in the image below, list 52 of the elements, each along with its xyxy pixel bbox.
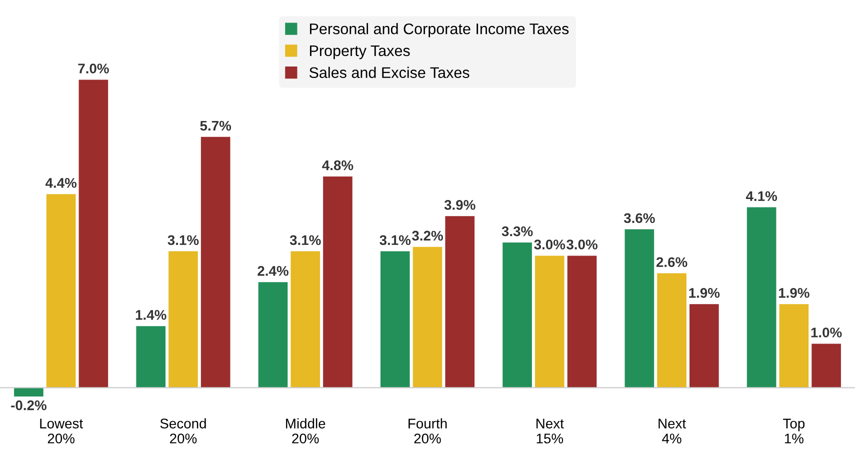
data-label: 5.7%: [200, 120, 232, 131]
data-label: 3.1%: [290, 235, 321, 246]
x-tick-label: Next 15%: [536, 418, 564, 444]
data-label: 3.2%: [412, 230, 443, 241]
data-label: 2.4%: [258, 266, 288, 276]
data-label: 3.1%: [168, 235, 199, 246]
legend-label: Personal and Corporate Income Taxes: [310, 23, 569, 38]
bar: [380, 251, 410, 388]
data-label: 4.4%: [45, 178, 77, 188]
bar: [534, 256, 564, 388]
legend-label: Sales and Excise Taxes: [309, 66, 470, 78]
data-label: 1.0%: [811, 328, 842, 338]
x-tick-label: Fourth 20%: [408, 418, 447, 444]
data-label: -0.2%: [11, 400, 46, 410]
bar: [168, 251, 198, 388]
data-label: 1.4%: [136, 310, 166, 320]
bar: [412, 246, 442, 388]
bar: [502, 242, 532, 388]
data-label: 2.6%: [656, 257, 688, 268]
bar: [746, 207, 776, 388]
x-tick-label: Next 4%: [658, 418, 686, 444]
data-label: 3.1%: [380, 235, 411, 246]
bar: [14, 388, 44, 396]
x-tick-label: Lowest 20%: [40, 418, 83, 444]
data-label: 3.0%: [566, 240, 598, 250]
data-label: 7.0%: [78, 64, 109, 74]
data-label: 3.3%: [502, 226, 533, 236]
bar: [323, 176, 352, 388]
bar: [258, 282, 288, 388]
bar: [624, 229, 654, 388]
bar: [200, 136, 230, 388]
bar: [445, 216, 475, 388]
bar: [290, 251, 320, 388]
bar: [779, 304, 809, 388]
bar: [136, 326, 166, 388]
legend-label: Property Taxes: [310, 45, 410, 60]
data-label: 4.8%: [322, 160, 354, 170]
data-label: 3.0%: [534, 240, 566, 250]
bar: [812, 344, 841, 388]
bar: [46, 194, 76, 388]
x-tick-label: Middle 20%: [286, 418, 326, 444]
data-label: 3.6%: [624, 213, 655, 224]
bar: [657, 273, 686, 388]
data-label: 4.1%: [746, 191, 778, 202]
bar: [567, 256, 597, 388]
data-label: 1.9%: [689, 288, 720, 298]
bar: [78, 80, 108, 388]
data-label: 3.9%: [444, 200, 476, 210]
x-tick-label: Second 20%: [160, 418, 206, 444]
bar: [689, 304, 719, 388]
data-label: 1.9%: [778, 288, 810, 298]
x-tick-label: Top 1%: [783, 418, 805, 444]
